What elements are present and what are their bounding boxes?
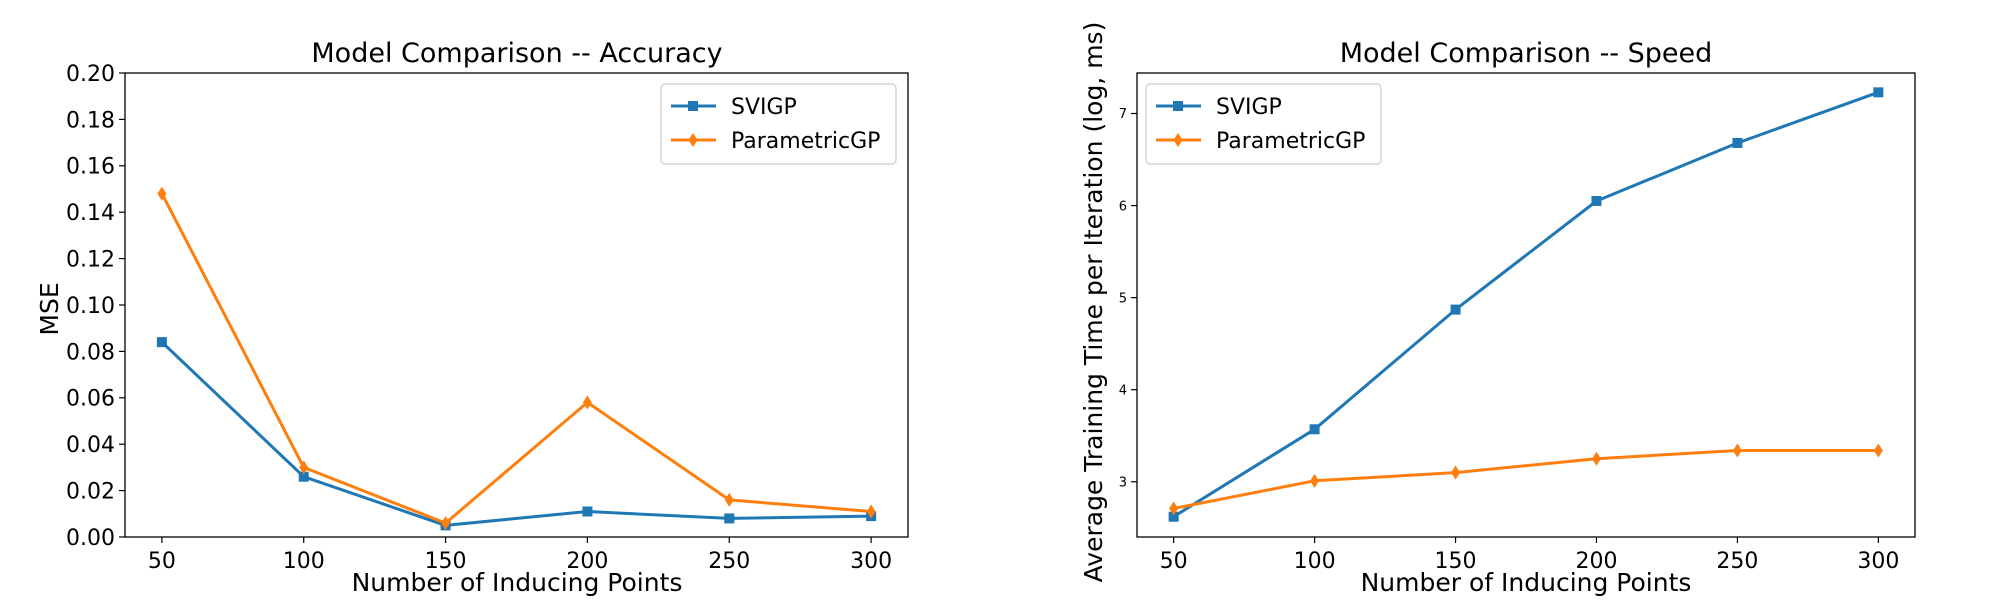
plot-frame [1136, 72, 1916, 538]
y-tick-label: 0.16 [66, 155, 115, 180]
data-point-marker [582, 395, 592, 410]
y-tick-label: 6 [1119, 199, 1127, 214]
legend: SVIGP ParametricGP [660, 83, 897, 165]
series-line [1172, 90, 1879, 518]
legend-marker [688, 101, 698, 111]
x-tick-label: 250 [708, 549, 750, 574]
x-tick-label: 250 [1716, 549, 1758, 574]
data-point-marker [1310, 473, 1320, 488]
legend-box [1145, 83, 1382, 165]
y-tick-label: 0.10 [66, 294, 115, 319]
data-point-marker [299, 460, 309, 475]
x-tick-label: 300 [850, 549, 892, 574]
y-axis-label: MSE [35, 282, 64, 335]
data-point-marker [1309, 424, 1320, 435]
y-tick-label: 0.14 [66, 201, 115, 226]
x-tick-label: 200 [1575, 549, 1617, 574]
x-tick-label: 100 [1294, 549, 1336, 574]
series-line [160, 341, 872, 527]
x-tick-label: 200 [566, 549, 608, 574]
data-point-marker [724, 492, 734, 507]
x-tick-label: 100 [283, 549, 325, 574]
data-point-marker [582, 506, 593, 517]
y-tick-label: 0.20 [66, 62, 115, 87]
data-point-marker [1451, 465, 1461, 480]
legend-label: SVIGP [1216, 95, 1282, 120]
data-point-marker [1873, 443, 1883, 458]
legend-marker [1173, 133, 1183, 147]
data-point-marker [1591, 451, 1601, 466]
data-point-marker [1732, 443, 1742, 458]
x-axis-label: Number of Inducing Points [352, 568, 683, 597]
chart-title: Model Comparison -- Accuracy [311, 38, 722, 69]
legend-label: SVIGP [731, 95, 797, 120]
y-tick-label: 7 [1119, 107, 1127, 122]
x-tick-label: 150 [425, 549, 467, 574]
accuracy-chart: Model Comparison -- Accuracy Number of I… [35, 38, 909, 597]
series-line [1173, 449, 1879, 510]
y-tick-label: 0.18 [66, 108, 115, 133]
legend-box [660, 83, 897, 165]
y-tick-label: 5 [1119, 291, 1127, 306]
chart-title: Model Comparison -- Speed [1340, 38, 1713, 69]
y-tick-label: 4 [1119, 383, 1127, 398]
y-axis-label: Average Training Time per Iteration (log… [1079, 22, 1108, 583]
x-tick-label: 50 [1160, 549, 1188, 574]
data-point-marker [866, 504, 876, 519]
y-tick-label: 0.02 [66, 480, 115, 505]
legend-marker [688, 133, 698, 147]
x-tick-label: 300 [1857, 549, 1899, 574]
y-tick-label: 0.08 [66, 340, 115, 365]
series-line [160, 192, 872, 525]
legend: SVIGP ParametricGP [1145, 83, 1382, 165]
legend-marker [1173, 101, 1183, 111]
y-tick-label: 0.00 [66, 526, 115, 551]
y-tick-label: 0.04 [66, 433, 115, 458]
legend-label: ParametricGP [1216, 129, 1365, 154]
data-point-marker [1168, 511, 1179, 522]
data-point-marker [1732, 137, 1743, 148]
x-tick-label: 50 [148, 549, 176, 574]
speed-chart: Model Comparison -- Speed Number of Indu… [1079, 22, 1916, 597]
y-tick-label: 3 [1119, 475, 1127, 490]
data-point-marker [1591, 195, 1602, 206]
y-tick-label: 0.12 [66, 248, 115, 273]
data-point-marker [724, 513, 735, 524]
data-point-marker [157, 186, 167, 201]
legend-label: ParametricGP [731, 129, 880, 154]
x-axis-label: Number of Inducing Points [1361, 568, 1692, 597]
data-point-marker [1450, 304, 1461, 315]
data-point-marker [298, 471, 309, 482]
y-tick-label: 0.06 [66, 387, 115, 412]
data-point-marker [156, 337, 167, 348]
x-tick-label: 150 [1435, 549, 1477, 574]
data-point-marker [1873, 87, 1884, 98]
data-point-marker [441, 516, 451, 531]
data-point-marker [1169, 501, 1179, 516]
